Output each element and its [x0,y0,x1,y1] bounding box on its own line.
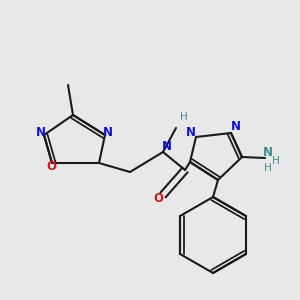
Text: N: N [263,146,273,160]
Text: N: N [162,140,172,154]
Text: O: O [46,160,56,172]
Text: H: H [180,112,188,122]
Text: H: H [272,156,280,166]
Text: O: O [153,191,163,205]
Text: N: N [36,125,46,139]
Text: H: H [264,163,272,173]
Text: N: N [231,119,241,133]
Text: N: N [103,125,113,139]
Text: N: N [186,125,196,139]
